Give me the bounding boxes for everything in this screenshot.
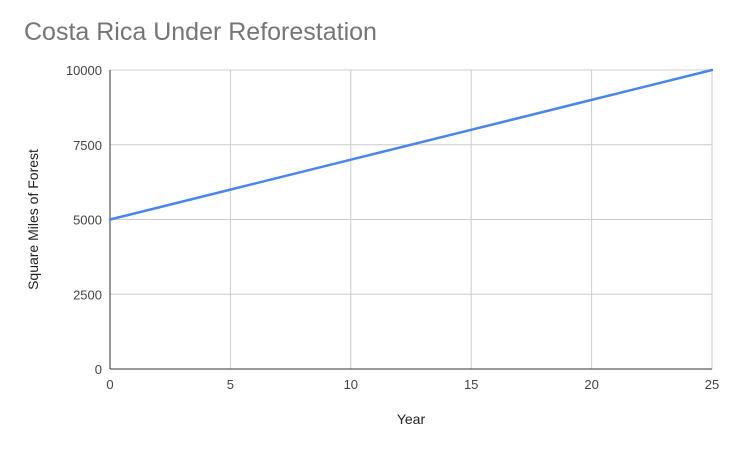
series-layer <box>108 68 714 221</box>
x-tick-label: 15 <box>464 377 478 392</box>
chart-title: Costa Rica Under Reforestation <box>24 18 377 46</box>
x-tick-label: 10 <box>344 377 358 392</box>
y-tick-label: 0 <box>95 362 102 377</box>
y-tick-label: 5000 <box>73 213 102 228</box>
x-tick-label: 5 <box>227 377 234 392</box>
x-tick-label: 20 <box>584 377 598 392</box>
series-line <box>108 68 714 221</box>
y-tick-label: 7500 <box>73 138 102 153</box>
y-tick-label: 2500 <box>73 287 102 302</box>
y-axis-title: Square Miles of Forest <box>25 149 41 290</box>
tick-labels: 0 2500 5000 7500 10000 0 5 10 15 20 25 <box>66 63 719 392</box>
x-axis-title: Year <box>397 411 426 427</box>
x-tick-label: 25 <box>705 377 719 392</box>
grid-lines <box>110 69 713 369</box>
x-tick-label: 0 <box>106 377 113 392</box>
y-tick-label: 10000 <box>66 63 102 78</box>
